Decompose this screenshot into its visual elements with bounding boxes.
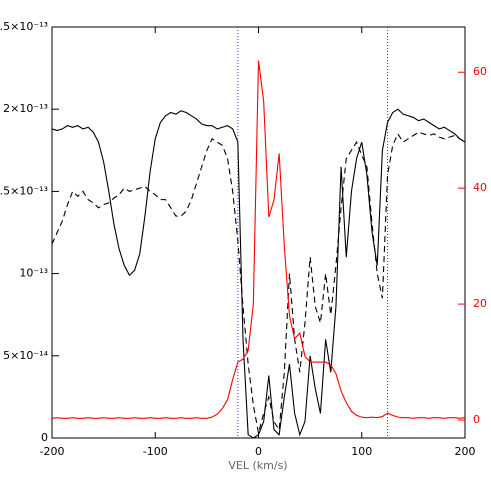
- series-line: [51, 108, 466, 439]
- y2-tick-label: 0: [473, 413, 480, 426]
- x-tick-label: 0: [255, 445, 262, 458]
- y-tick-label: 2×10⁻¹³: [3, 102, 48, 115]
- y-tick-label: 1.5×10⁻¹³: [0, 184, 48, 197]
- y2-tick-label: 40: [473, 181, 487, 194]
- y2-tick-label: 60: [473, 65, 487, 78]
- x-tick-label: 200: [455, 445, 476, 458]
- x-tick-label: -100: [143, 445, 168, 458]
- x-tick-label: -200: [40, 445, 65, 458]
- y-tick-label: 10⁻¹³: [19, 267, 48, 280]
- x-tick-label: 100: [351, 445, 372, 458]
- series-line: [51, 131, 466, 434]
- y-tick-label: 5×10⁻¹⁴: [3, 349, 48, 362]
- x-axis-label: VEL (km/s): [228, 459, 287, 472]
- y-tick-label: 2.5×10⁻¹³: [0, 20, 48, 33]
- plot-frame: [51, 26, 466, 439]
- y2-tick-label: 20: [473, 297, 487, 310]
- y-tick-label: 0: [41, 431, 48, 444]
- series-line: [51, 60, 466, 419]
